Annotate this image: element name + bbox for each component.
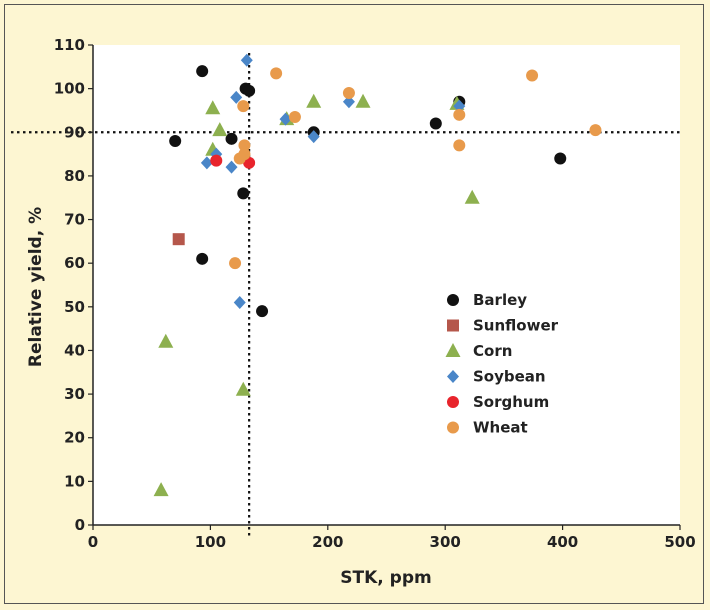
x-tick-label: 300 [430, 533, 461, 551]
data-point [256, 305, 269, 318]
y-tick-label: 20 [64, 429, 85, 447]
data-point [279, 112, 292, 126]
data-point [270, 67, 283, 80]
data-point [233, 152, 246, 165]
data-point [464, 189, 480, 204]
series-sunflower [172, 233, 185, 246]
y-tick-label: 100 [54, 80, 85, 98]
y-tick-label: 0 [75, 516, 85, 534]
data-point [235, 381, 251, 396]
data-point [196, 65, 209, 78]
x-tick-label: 100 [195, 533, 226, 551]
y-tick-label: 80 [64, 167, 85, 185]
x-tick-label: 200 [312, 533, 343, 551]
data-point [233, 295, 246, 309]
y-tick-label: 110 [54, 36, 85, 54]
reference-lines [11, 53, 680, 537]
data-point [225, 132, 238, 145]
data-point [158, 333, 174, 348]
legend-marker [447, 319, 459, 332]
data-point [153, 482, 169, 497]
y-tick-label: 60 [64, 254, 85, 272]
data-point [230, 90, 243, 104]
data-points [153, 53, 602, 497]
data-point [210, 154, 223, 167]
x-tick-label: 0 [88, 533, 98, 551]
y-axis-title: Relative yield, % [26, 207, 46, 367]
chart-frame: 0 10 20 30 40 50 60 70 80 90 100 110 0 100 200 300 400 50… [4, 4, 704, 604]
data-point [288, 111, 301, 123]
data-point [205, 100, 221, 115]
data-point [172, 233, 185, 246]
data-point [200, 156, 213, 170]
axes: 0 10 20 30 40 50 60 70 80 90 100 110 0 100 200 300 400 50… [54, 36, 696, 551]
legend-label: Sorghum [473, 393, 549, 411]
data-point [225, 160, 238, 174]
y-tick-label: 40 [64, 341, 85, 359]
legend-label: Wheat [473, 419, 528, 437]
legend-marker [445, 343, 461, 357]
plot-area [93, 45, 680, 525]
data-point [169, 135, 182, 147]
data-point [429, 117, 442, 130]
series-soybean [200, 53, 466, 309]
plot-background [93, 45, 680, 525]
data-point [237, 100, 250, 113]
data-point [342, 95, 355, 109]
legend-marker [447, 294, 459, 306]
y-tick-label: 50 [64, 298, 85, 316]
legend: Barley Sunflower Corn Soybean Sorghum Wheat [445, 291, 559, 437]
series-wheat [229, 67, 602, 270]
data-point [453, 139, 466, 152]
data-point [306, 93, 322, 108]
legend-label: Corn [473, 342, 512, 360]
x-axis-title: STK, ppm [340, 568, 431, 588]
data-point [355, 93, 371, 108]
x-tick-label: 500 [664, 533, 695, 551]
data-point [307, 130, 320, 144]
data-point [212, 122, 228, 137]
data-point [526, 69, 539, 82]
data-point [589, 124, 602, 137]
data-point [554, 152, 567, 165]
legend-marker [447, 421, 459, 434]
data-point [240, 53, 253, 67]
data-point [243, 84, 256, 97]
data-point [196, 252, 209, 265]
y-tick-label: 10 [64, 472, 85, 490]
legend-marker [447, 396, 459, 408]
data-point [237, 187, 250, 200]
data-point [342, 87, 355, 99]
scatter-chart: 0 10 20 30 40 50 60 70 80 90 100 110 0 100 200 300 400 50… [11, 36, 696, 588]
data-point [238, 139, 251, 152]
y-tick-label: 30 [64, 385, 85, 403]
y-tick-label: 70 [64, 211, 85, 229]
x-tick-label: 400 [547, 533, 578, 551]
data-point [453, 108, 466, 121]
legend-label: Soybean [473, 368, 546, 386]
legend-marker [447, 370, 459, 383]
y-tick-label: 90 [64, 123, 85, 141]
data-point [229, 257, 242, 270]
data-point [453, 99, 466, 113]
legend-label: Sunflower [473, 317, 559, 335]
legend-label: Barley [473, 291, 527, 309]
